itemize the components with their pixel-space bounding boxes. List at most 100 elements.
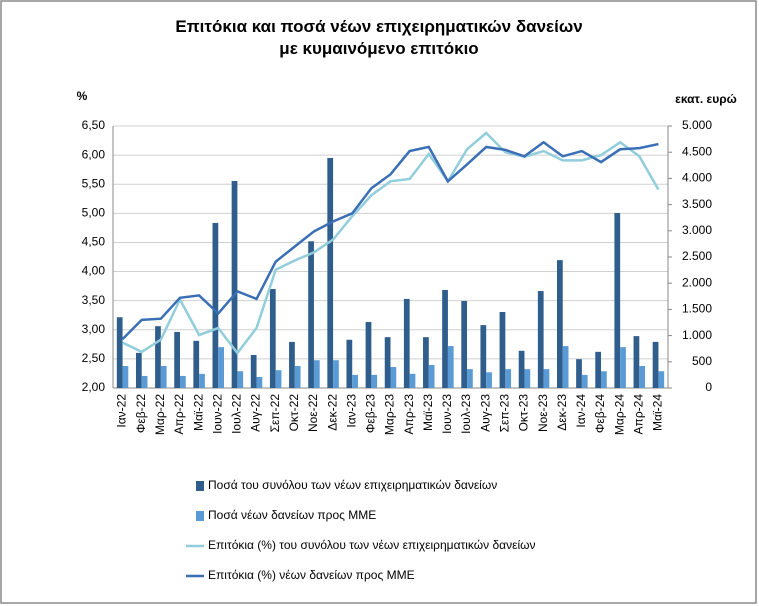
x-tick-label: Μαρ-22 bbox=[153, 394, 167, 435]
bar bbox=[199, 373, 205, 388]
bar bbox=[480, 325, 487, 388]
bar bbox=[423, 337, 429, 388]
bar bbox=[313, 360, 320, 388]
legend-label: Ποσά νέων δανείων προς ΜΜΕ bbox=[208, 508, 376, 522]
bar bbox=[333, 360, 339, 388]
bar bbox=[160, 365, 167, 388]
y-tick-label: 5,00 bbox=[82, 206, 106, 220]
x-tick-label: Ιαν-24 bbox=[574, 394, 588, 428]
y-tick-label: 6,50 bbox=[82, 118, 106, 132]
bar bbox=[581, 374, 588, 388]
bar bbox=[231, 181, 238, 388]
bar bbox=[537, 291, 544, 388]
y-unit: % bbox=[77, 89, 88, 103]
x-tick-label: Νοε-22 bbox=[306, 394, 320, 432]
y2-tick-label: 0 bbox=[705, 380, 712, 394]
x-tick-label: Σεπ-22 bbox=[268, 394, 282, 433]
x-tick-label: Δεκ-22 bbox=[325, 394, 339, 431]
y2-tick-label: 1.000 bbox=[682, 328, 712, 342]
x-tick-label: Ιουν-22 bbox=[210, 394, 224, 434]
bar bbox=[365, 321, 372, 388]
bar bbox=[658, 371, 665, 388]
bar bbox=[135, 352, 142, 388]
y2-tick-label: 3.000 bbox=[682, 223, 712, 237]
bar bbox=[447, 346, 454, 388]
bar bbox=[250, 354, 257, 388]
x-tick-label: Φεβ-23 bbox=[364, 394, 378, 433]
x-tick-label: Οκτ-22 bbox=[287, 394, 301, 432]
x-tick-label: Φεβ-22 bbox=[134, 394, 148, 433]
x-tick-label: Ιουλ-23 bbox=[459, 394, 473, 434]
bar bbox=[409, 373, 416, 388]
x-tick-label: Απρ-24 bbox=[631, 394, 645, 435]
y2-tick-label: 4.000 bbox=[682, 171, 712, 185]
x-tick-label: Μαρ-23 bbox=[383, 394, 397, 435]
bar bbox=[155, 326, 161, 388]
x-tick-label: Μαϊ-23 bbox=[421, 394, 435, 431]
x-tick-label: Ιαν-23 bbox=[344, 394, 358, 428]
bar bbox=[557, 260, 563, 388]
y2-tick-label: 5.000 bbox=[682, 118, 712, 132]
chart-title: Επιτόκια και ποσά νέων επιχειρηματικών δ… bbox=[175, 17, 582, 58]
y-tick-label: 5,50 bbox=[82, 176, 106, 190]
y-tick-label: 4,50 bbox=[82, 235, 106, 249]
bar bbox=[174, 331, 180, 388]
bar bbox=[237, 371, 244, 388]
y-tick-label: 2,50 bbox=[82, 351, 106, 365]
x-tick-label: Νοε-23 bbox=[536, 394, 550, 432]
x-tick-label: Απρ-23 bbox=[402, 394, 416, 435]
y2-tick-label: 2.500 bbox=[682, 249, 712, 263]
x-tick-label: Μαρ-24 bbox=[612, 394, 626, 435]
legend-swatch bbox=[196, 511, 204, 521]
y2-tick-label: 4.500 bbox=[682, 144, 712, 158]
bar bbox=[403, 298, 410, 388]
y2-tick-label: 500 bbox=[692, 354, 712, 368]
x-tick-label: Μαϊ-24 bbox=[651, 394, 665, 431]
y-tick-label: 4,00 bbox=[82, 264, 106, 278]
y-tick-label: 3,50 bbox=[82, 293, 106, 307]
y2-tick-label: 1.500 bbox=[682, 302, 712, 316]
bar bbox=[467, 369, 473, 388]
bar bbox=[576, 359, 582, 388]
bar bbox=[141, 375, 148, 388]
x-tick-label: Αυγ-22 bbox=[249, 394, 263, 432]
bar bbox=[122, 365, 129, 388]
x-tick-label: Απρ-22 bbox=[172, 394, 186, 435]
x-tick-label: Ιαν-22 bbox=[115, 394, 129, 428]
bar bbox=[620, 347, 626, 388]
bar bbox=[352, 374, 358, 388]
x-tick-label: Ιουν-23 bbox=[440, 394, 454, 434]
bar bbox=[179, 375, 186, 388]
y-tick-label: 6,00 bbox=[82, 147, 106, 161]
legend-label: Ποσά του συνόλου των νέων επιχειρηματικώ… bbox=[208, 478, 497, 492]
x-tick-label: Οκτ-23 bbox=[517, 394, 531, 432]
bar bbox=[116, 317, 123, 388]
bar bbox=[486, 372, 492, 388]
bar bbox=[371, 374, 378, 388]
bar bbox=[212, 222, 219, 388]
x-tick-label: Δεκ-23 bbox=[555, 394, 569, 431]
y-tick-label: 3,00 bbox=[82, 322, 106, 336]
bar bbox=[346, 339, 353, 388]
line bbox=[122, 131, 660, 356]
bar bbox=[633, 336, 640, 388]
line bbox=[121, 140, 659, 340]
bar bbox=[518, 350, 525, 388]
bar bbox=[308, 241, 314, 388]
legend-label: Επιτόκια (%) νέων δανείων προς ΜΜΕ bbox=[208, 568, 415, 582]
x-tick-label: Μαϊ-22 bbox=[191, 394, 205, 431]
bar bbox=[390, 367, 397, 388]
bar bbox=[652, 341, 659, 388]
bar bbox=[294, 365, 301, 388]
y2-tick-label: 3.500 bbox=[682, 197, 712, 211]
bar bbox=[289, 341, 295, 388]
x-tick-label: Σεπ-23 bbox=[497, 394, 511, 433]
bar bbox=[442, 290, 448, 388]
x-tick-label: Αυγ-23 bbox=[478, 394, 492, 432]
bar bbox=[499, 312, 506, 388]
bar bbox=[562, 346, 569, 388]
bar bbox=[218, 347, 224, 388]
bar bbox=[428, 364, 435, 388]
bar bbox=[601, 371, 607, 388]
